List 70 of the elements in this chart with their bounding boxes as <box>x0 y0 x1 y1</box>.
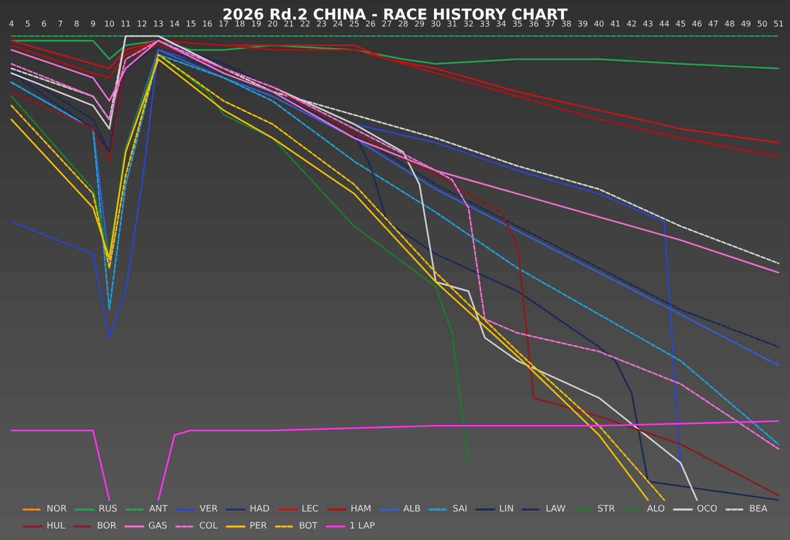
x-tick-label: 37 <box>544 20 556 28</box>
x-tick-label: 20 <box>267 20 278 28</box>
x-tick-label: 28 <box>398 20 408 28</box>
x-tick-label: 22 <box>300 20 310 28</box>
x-tick-label: 31 <box>447 20 458 28</box>
x-tick-label: 21 <box>284 20 294 28</box>
legend-label: OCO <box>696 504 718 514</box>
x-tick-label: 9 <box>90 20 96 28</box>
legend-label: LAW <box>546 504 566 514</box>
x-tick-label: 12 <box>136 20 148 28</box>
x-tick-label: 38 <box>561 20 572 28</box>
legend-label: COL <box>199 522 218 532</box>
x-tick-label: 51 <box>773 20 784 28</box>
x-tick-label: 49 <box>740 20 752 28</box>
legend-label: BEA <box>749 504 768 514</box>
legend-label: 1 LAP <box>350 522 376 532</box>
x-tick-label: 19 <box>251 20 262 28</box>
x-tick-label: 6 <box>42 20 47 28</box>
legend-label: ALO <box>646 504 665 514</box>
x-tick-label: 50 <box>757 20 768 28</box>
x-tick-label: 26 <box>365 20 376 28</box>
legend-label: LIN <box>499 504 514 514</box>
x-tick-label: 39 <box>578 20 588 28</box>
x-tick-label: 29 <box>414 20 425 28</box>
x-tick-label: 44 <box>659 20 670 28</box>
legend-label: HAD <box>250 504 270 514</box>
legend-label: ALB <box>403 504 421 514</box>
x-tick-label: 13 <box>153 20 164 28</box>
x-tick-label: 5 <box>25 20 30 28</box>
x-tick-label: 45 <box>676 20 686 28</box>
x-tick-label: 25 <box>349 20 360 28</box>
x-tick-label: 14 <box>170 20 180 28</box>
legend-label: RUS <box>98 504 118 514</box>
x-tick-label: 34 <box>496 20 506 28</box>
x-tick-label: 36 <box>528 20 539 28</box>
legend-label: ANT <box>149 504 168 514</box>
x-tick-label: 27 <box>382 20 392 28</box>
x-tick-label: 40 <box>594 20 604 28</box>
x-tick-label: 41 <box>610 20 620 28</box>
x-tick-label: 18 <box>234 20 246 28</box>
x-tick-label: 15 <box>186 20 196 28</box>
x-tick-label: 30 <box>430 20 441 28</box>
legend-label: HUL <box>46 522 66 532</box>
legend-label: NOR <box>46 504 67 514</box>
x-tick-label: 16 <box>202 20 212 28</box>
x-tick-label: 42 <box>626 20 637 28</box>
x-tick-label: 23 <box>316 20 327 28</box>
x-tick-label: 43 <box>642 20 654 28</box>
x-tick-label: 8 <box>74 20 80 28</box>
x-tick-label: 10 <box>104 20 114 28</box>
x-tick-label: 17 <box>218 20 229 28</box>
x-tick-label: 7 <box>58 20 63 28</box>
x-tick-label: 24 <box>332 20 343 28</box>
legend-label: LEC <box>302 504 319 514</box>
legend-label: HAM <box>350 504 372 514</box>
x-tick-label: 4 <box>8 20 14 28</box>
x-tick-label: 48 <box>724 20 735 28</box>
x-tick-label: 47 <box>708 20 718 28</box>
legend-label: STR <box>597 504 615 514</box>
legend-label: BOT <box>298 522 318 532</box>
legend-label: GAS <box>148 522 168 532</box>
legend-label: SAI <box>452 504 468 514</box>
x-tick-label: 11 <box>120 20 131 28</box>
legend-label: VER <box>200 504 218 514</box>
x-tick-label: 33 <box>480 20 490 28</box>
x-tick-label: 32 <box>463 20 474 28</box>
x-tick-label: 35 <box>512 20 523 28</box>
legend-label: BOR <box>97 522 116 532</box>
legend-label: PER <box>250 522 267 532</box>
x-tick-label: 46 <box>692 20 702 28</box>
